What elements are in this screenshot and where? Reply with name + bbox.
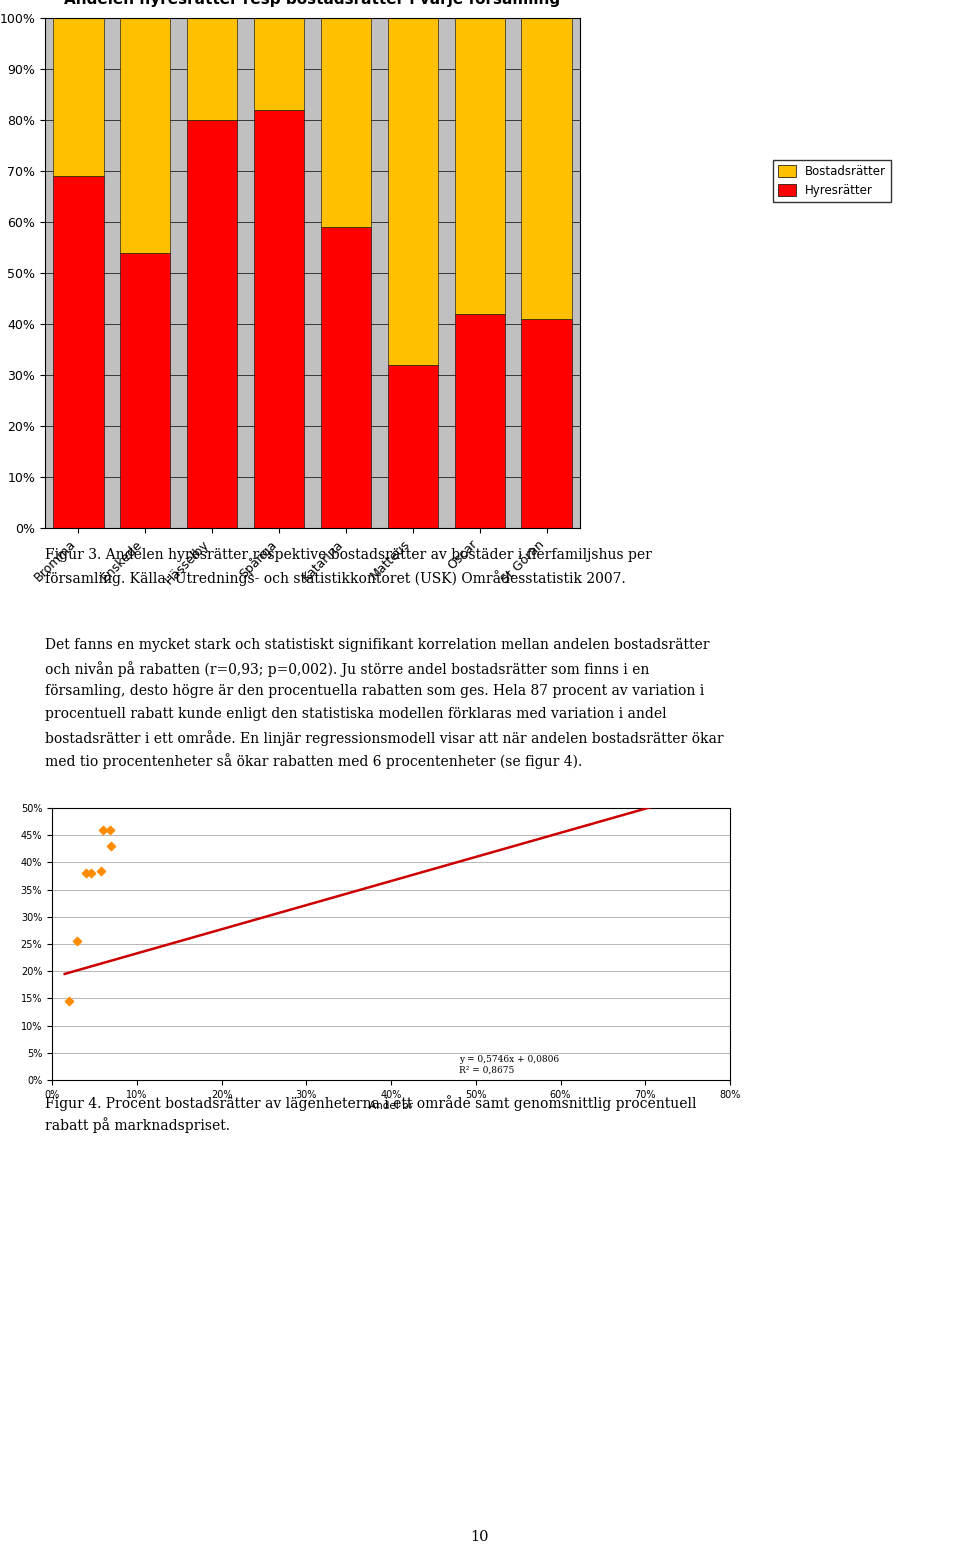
Point [78, 860, 93, 885]
Bar [120, 19, 170, 252]
Text: procentuell rabatt kunde enligt den statistiska modellen förklaras med variation: procentuell rabatt kunde enligt den stat… [45, 706, 666, 720]
Point [102, 817, 117, 842]
Point [70, 929, 85, 954]
Legend: Bostadsrätter, Hyresrätter: Bostadsrätter, Hyresrätter [773, 160, 891, 202]
Text: y = 0,5746x + 0,0806
R² = 0,8675: y = 0,5746x + 0,0806 R² = 0,8675 [459, 1055, 559, 1075]
Text: Det fanns en mycket stark och statistiskt signifikant korrelation mellan andelen: Det fanns en mycket stark och statistisk… [45, 638, 709, 652]
Point [95, 817, 110, 842]
Bar [54, 176, 104, 527]
Text: och nivån på rabatten (r=0,93; p=0,002). Ju större andel bostadsrätter som finns: och nivån på rabatten (r=0,93; p=0,002).… [45, 661, 649, 677]
Text: bostadsrätter i ett område. En linjär regressionsmodell visar att när andelen bo: bostadsrätter i ett område. En linjär re… [45, 730, 724, 745]
Point [61, 988, 77, 1013]
Bar [455, 314, 505, 527]
Point [104, 834, 119, 859]
Text: rabatt på marknadspriset.: rabatt på marknadspriset. [45, 1117, 230, 1133]
Text: Figur 4. Procent bostadsrätter av lägenheterna i ett område samt genomsnittlig p: Figur 4. Procent bostadsrätter av lägenh… [45, 1095, 697, 1111]
Text: församling, desto högre är den procentuella rabatten som ges. Hela 87 procent av: församling, desto högre är den procentue… [45, 685, 705, 699]
Bar [321, 19, 371, 227]
Bar [521, 19, 571, 319]
Bar [120, 252, 170, 527]
Bar [455, 19, 505, 314]
Bar [187, 19, 237, 120]
Bar [321, 227, 371, 527]
Bar [388, 364, 438, 527]
X-axis label: Andel br: Andel br [369, 1102, 413, 1111]
Text: församling. Källa: Utrednings- och statistikkontoret (USK) Områdesstatistik 2007: församling. Källa: Utrednings- och stati… [45, 569, 626, 587]
Text: Figur 3. Andelen hyresrätter respektive bostadsrätter av bostäder i flerfamiljsh: Figur 3. Andelen hyresrätter respektive … [45, 548, 652, 562]
Bar [254, 19, 304, 110]
Point [93, 857, 108, 882]
Bar [254, 110, 304, 527]
Bar [187, 120, 237, 527]
Text: 10: 10 [470, 1530, 490, 1544]
Bar [54, 19, 104, 176]
Title: Andelen hyresrätter resp bostadsrätter i varje församling: Andelen hyresrätter resp bostadsrätter i… [64, 0, 561, 8]
Bar [388, 19, 438, 364]
Bar [521, 319, 571, 527]
Text: med tio procentenheter så ökar rabatten med 6 procentenheter (se figur 4).: med tio procentenheter så ökar rabatten … [45, 753, 583, 769]
Point [84, 860, 99, 885]
